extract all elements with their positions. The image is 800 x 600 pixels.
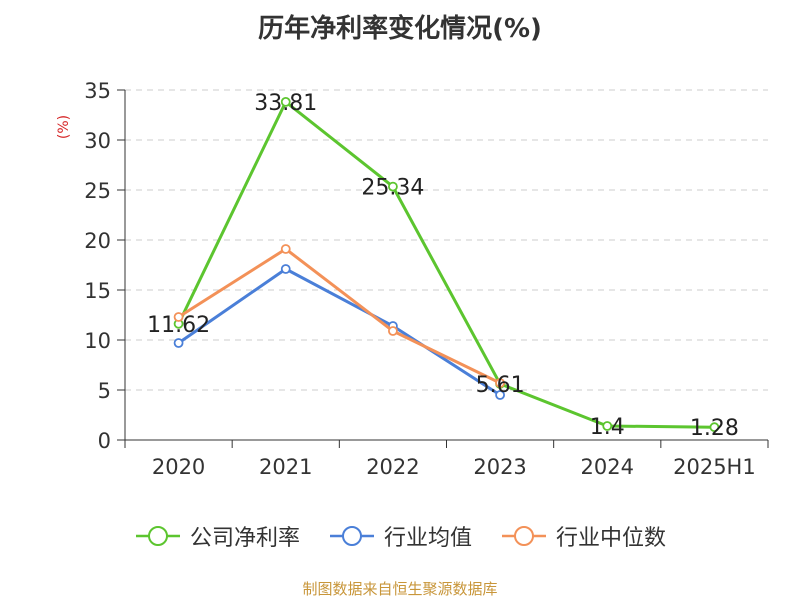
data-label: 11.62 <box>147 313 210 338</box>
x-tick-label: 2022 <box>366 455 419 479</box>
data-label: 1.28 <box>690 416 739 441</box>
data-label: 5.61 <box>476 373 525 398</box>
data-point <box>495 390 505 400</box>
legend-item[interactable]: 行业中位数 <box>500 520 666 552</box>
data-label: 33.81 <box>254 91 317 116</box>
data-point <box>280 97 291 107</box>
legend-label: 行业均值 <box>383 526 472 551</box>
legend-item[interactable]: 公司净利率 <box>134 520 300 552</box>
data-point <box>388 326 398 336</box>
legend-swatch <box>135 526 180 546</box>
data-point <box>709 422 720 433</box>
legend-marker <box>514 526 534 546</box>
series-line <box>177 247 501 385</box>
data-label: 25.34 <box>361 176 424 201</box>
data-point <box>173 338 184 348</box>
y-tick-label: 15 <box>84 279 111 303</box>
legend: 公司净利率 行业均值 行业中位数 <box>0 520 800 552</box>
data-point <box>495 378 505 388</box>
x-tick-label: 2025H1 <box>673 455 756 479</box>
x-tick-label: 2024 <box>581 455 634 479</box>
y-tick-label: 25 <box>84 179 111 203</box>
y-axis-label: (%) <box>56 115 72 139</box>
legend-label: 公司净利率 <box>189 526 300 551</box>
chart-title: 历年净利率变化情况(%) <box>258 14 542 44</box>
legend-item[interactable]: 行业均值 <box>328 520 472 552</box>
y-tick-label: 20 <box>84 229 111 253</box>
data-point <box>280 244 291 254</box>
x-tick-label: 2020 <box>152 455 205 479</box>
legend-swatch <box>502 526 546 546</box>
data-label: 1.4 <box>590 415 625 440</box>
legend-label: 行业中位数 <box>556 526 667 551</box>
legend-marker <box>341 526 362 546</box>
y-tick-label: 30 <box>84 129 111 153</box>
y-tick-label: 10 <box>84 329 111 353</box>
y-tick-label: 5 <box>98 379 111 403</box>
x-tick-label: 2023 <box>473 455 526 479</box>
data-point <box>280 264 291 274</box>
data-point <box>388 181 398 192</box>
legend-marker <box>147 526 168 546</box>
legend-swatch <box>329 526 374 546</box>
y-tick-label: 0 <box>98 429 111 453</box>
series-line <box>177 100 715 429</box>
data-point <box>602 421 613 431</box>
series-line <box>177 267 501 397</box>
source-note: 制图数据来自恒生聚源数据库 <box>302 580 498 598</box>
y-tick-label: 35 <box>84 79 111 103</box>
data-point <box>173 312 184 322</box>
x-tick-label: 2021 <box>259 455 312 479</box>
